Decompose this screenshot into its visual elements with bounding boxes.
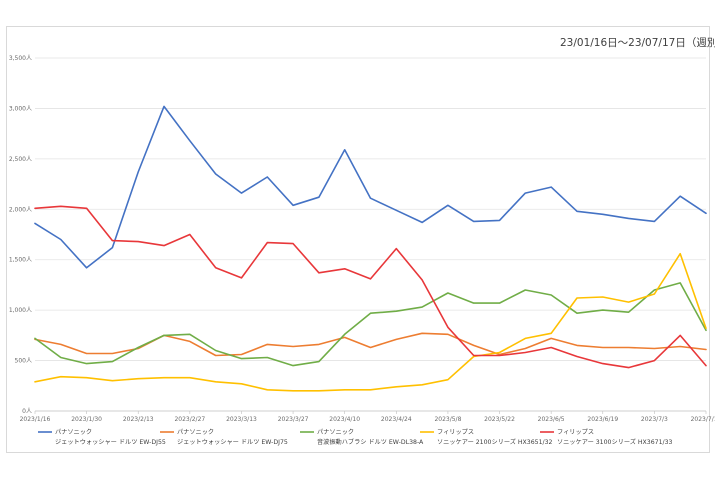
legend-product-5: ソニッケアー 3100シリーズ HX3671/33: [557, 438, 673, 446]
x-tick-label: 2023/7/3: [641, 416, 668, 423]
x-tick-label: 2023/2/13: [123, 416, 154, 423]
legend-product-2: ジェットウォッシャー ドルツ EW-DJ75: [177, 438, 288, 446]
series-line-3: [34, 282, 707, 367]
legend-product-3: 音波振動ハブラシ ドルツ EW-DL38-A: [317, 438, 424, 446]
x-tick-label: 2023/3/27: [278, 416, 309, 423]
x-tick-label: 2023/3/13: [226, 416, 257, 423]
x-tick-label: 2023/4/10: [329, 416, 360, 423]
y-tick-label: 1,500人: [9, 257, 32, 264]
chart-title: 23/01/16日～23/07/17日（週別）: [560, 37, 715, 49]
x-tick-label: 2023/7/17: [691, 416, 715, 423]
y-tick-label: 3,000人: [9, 105, 32, 112]
y-tick-label: 2,000人: [9, 206, 32, 213]
series-line-2: [34, 332, 707, 357]
series-lines: [34, 105, 707, 392]
series-line-5: [34, 205, 707, 369]
legend-maker-1: パナソニック: [55, 429, 92, 436]
x-tick-label: 2023/6/19: [587, 416, 618, 423]
x-tick-label: 2023/6/5: [538, 416, 565, 423]
legend-maker-4: フィリップス: [437, 429, 474, 436]
y-tick-label: 0人: [22, 408, 32, 415]
legend-maker-3: パナソニック: [317, 429, 354, 436]
legend-maker-5: フィリップス: [557, 429, 594, 436]
x-tick-label: 2023/2/27: [174, 416, 205, 423]
y-tick-label: 500人: [15, 358, 32, 365]
legend-maker-2: パナソニック: [177, 429, 214, 436]
chart-frame: [6, 26, 710, 453]
x-tick-label: 2023/4/24: [381, 416, 412, 423]
axes: 0人 500人 1,000人 1,500人 2,000人 2,500人 3,000人 3,50…: [9, 55, 715, 423]
x-tick-label: 2023/5/8: [434, 416, 461, 423]
gridlines: [35, 57, 706, 412]
series-line-1: [34, 105, 707, 269]
x-tick-label: 2023/1/30: [71, 416, 102, 423]
legend-product-1: ジェットウォッシャー ドルツ EW-DJ55: [55, 438, 166, 446]
y-tick-label: 3,500人: [9, 55, 32, 62]
legend-product-4: ソニッケアー 2100シリーズ HX3651/32: [437, 438, 553, 446]
series-line-4: [34, 252, 707, 392]
x-tick-label: 2023/5/22: [484, 416, 515, 423]
y-tick-label: 2,500人: [9, 156, 32, 163]
x-tick-label: 2023/1/16: [20, 416, 51, 423]
y-tick-label: 1,000人: [9, 307, 32, 314]
